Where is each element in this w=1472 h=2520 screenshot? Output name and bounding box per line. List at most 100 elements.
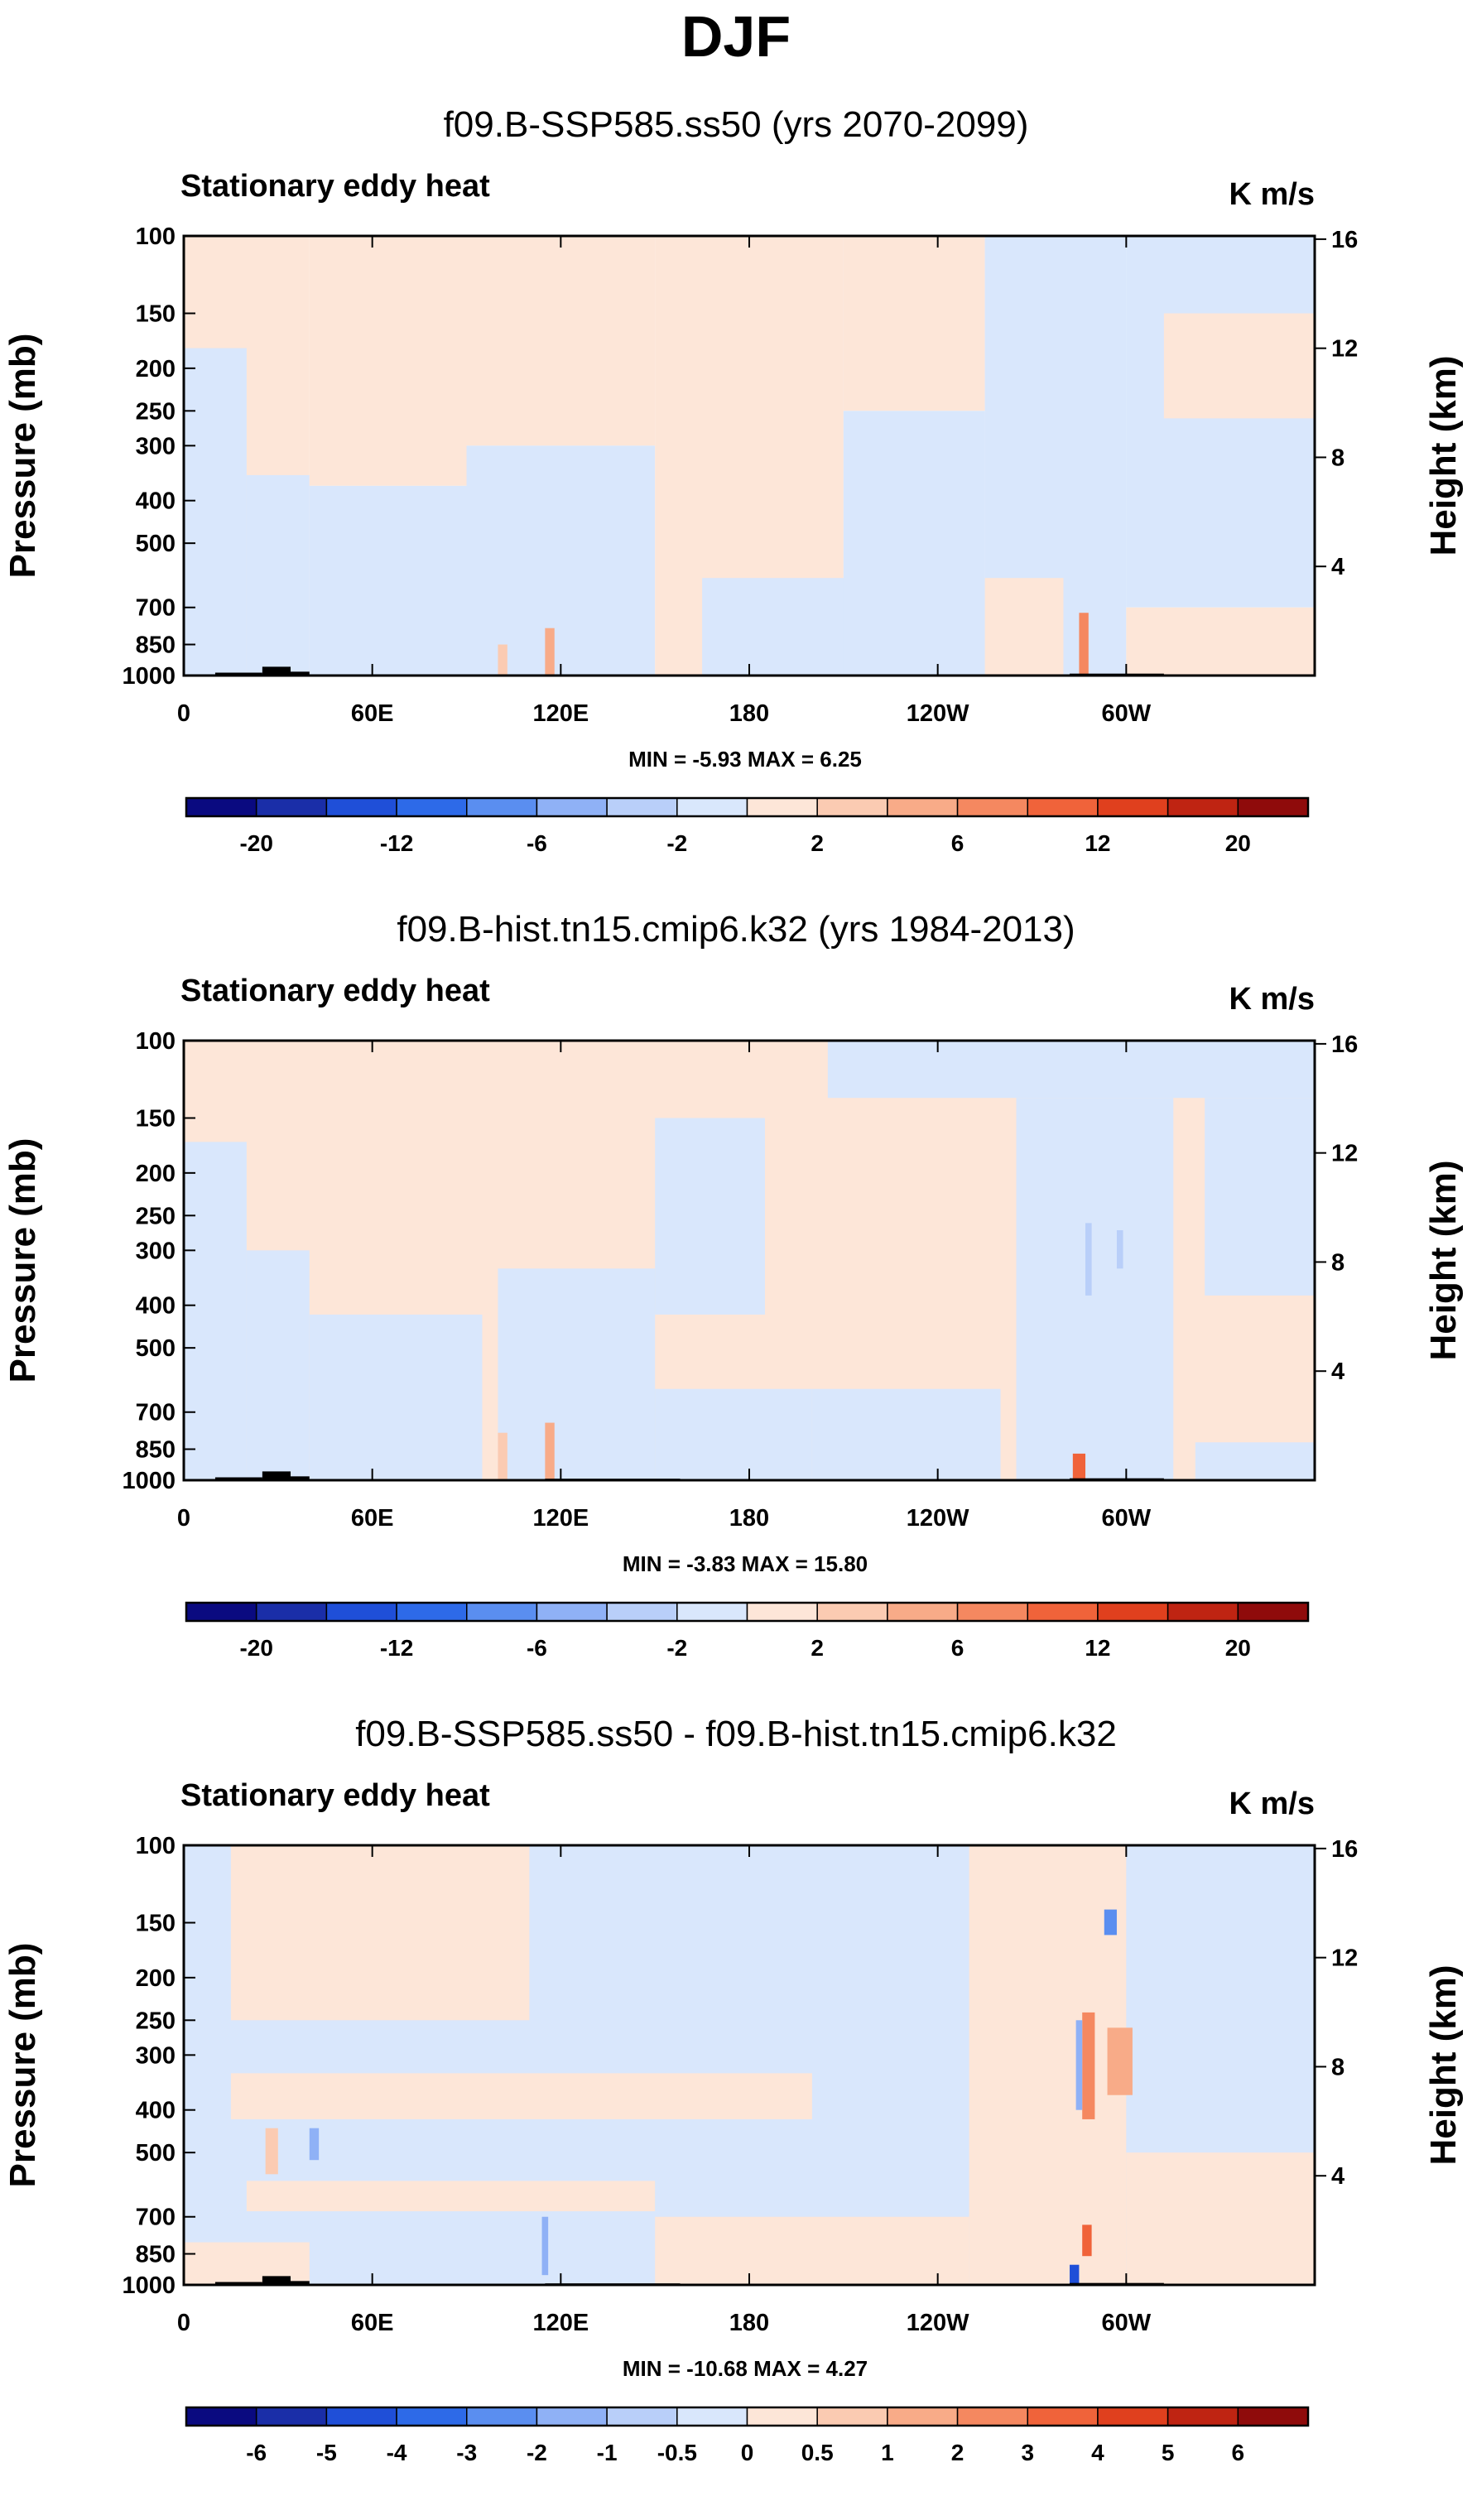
y-tick-label: 400: [136, 1293, 176, 1320]
y-tick-label: 100: [136, 1833, 176, 1859]
colorbar-box: [536, 797, 608, 817]
field-region: [246, 1250, 310, 1480]
y-right-tick-label: 12: [1331, 1945, 1358, 1972]
field-region: [309, 485, 467, 676]
y-axis-title: Pressure (mb): [2, 1138, 43, 1383]
colorbar-box: [325, 1602, 397, 1622]
colorbar-box: [676, 2407, 748, 2426]
units-label: K m/s: [1229, 982, 1315, 1017]
panel-title: f09.B-SSP585.ss50 (yrs 2070-2099): [444, 104, 1029, 145]
y-axis-title: Pressure (mb): [2, 1943, 43, 2188]
x-tick-label: 120W: [907, 2310, 969, 2336]
field-region: [655, 1118, 765, 1315]
left-string: Stationary eddy heat: [180, 1778, 490, 1813]
field-region: [1075, 2020, 1083, 2110]
y-tick-label: 700: [136, 2205, 176, 2231]
colorbar-box: [185, 797, 257, 817]
y-tick-label: 100: [136, 224, 176, 250]
field-region: [230, 1845, 530, 2021]
x-tick-label: 0: [177, 700, 190, 727]
field-region: [498, 644, 508, 676]
colorbar-box: [536, 2407, 608, 2426]
field-region: [702, 578, 859, 676]
field-region: [1126, 607, 1315, 676]
y-right-axis-title: Height (km): [1423, 1965, 1464, 2166]
field-region: [655, 1388, 812, 1480]
field-region: [466, 236, 656, 446]
field-region: [1205, 1098, 1315, 1296]
colorbar-box: [1167, 797, 1239, 817]
colorbar-box: [1237, 1602, 1309, 1622]
chart-panel-ssp585: f09.B-SSP585.ss50 (yrs 2070-2099) Station…: [2, 104, 1464, 856]
x-tick-label: 0: [177, 1505, 190, 1532]
colorbar-box: [1237, 797, 1309, 817]
colorbar-box: [1027, 1602, 1099, 1622]
colorbar-label: 12: [1085, 1635, 1110, 1661]
field-region: [1079, 613, 1089, 676]
colorbar-box: [887, 2407, 959, 2426]
chart-panel-hist: f09.B-hist.tn15.cmip6.k32 (yrs 1984-2013…: [2, 909, 1464, 1661]
colorbar-box: [396, 797, 468, 817]
field-region: [1070, 2264, 1080, 2285]
y-tick-label: 150: [136, 301, 176, 328]
field-region: [1116, 1230, 1123, 1269]
field-region: [498, 1268, 656, 1480]
colorbar-box: [676, 797, 748, 817]
colorbar-frame: [185, 2406, 1310, 2427]
field-region: [230, 2073, 812, 2119]
figure-title: DJF: [681, 4, 791, 69]
y-tick-label: 100: [136, 1028, 176, 1055]
colorbar-box: [255, 1602, 328, 1622]
colorbar-label: -4: [387, 2440, 407, 2465]
colorbar-box: [956, 1602, 1028, 1622]
colorbar-label: -6: [527, 1635, 547, 1661]
field-region: [545, 1422, 555, 1480]
field-region: [1163, 313, 1315, 419]
field-region: [969, 1845, 1127, 2285]
colorbar-label: 0: [741, 2440, 754, 2465]
y-axis-title: Pressure (mb): [2, 334, 43, 579]
colorbar-box: [676, 1602, 748, 1622]
colorbar-box: [816, 2407, 888, 2426]
x-tick-label: 60W: [1102, 700, 1152, 727]
y-tick-label: 300: [136, 2042, 176, 2069]
y-tick-label: 400: [136, 2098, 176, 2124]
colorbar-box: [185, 1602, 257, 1622]
colorbar-box: [746, 797, 818, 817]
field-region: [545, 628, 555, 676]
y-tick-label: 500: [136, 2140, 176, 2167]
y-right-tick-label: 12: [1331, 336, 1358, 363]
field-region: [1126, 236, 1315, 608]
colorbar-box: [466, 797, 538, 817]
y-right-tick-label: 4: [1331, 2163, 1345, 2190]
colorbar-label: -5: [316, 2440, 337, 2465]
colorbar-box: [1237, 2407, 1309, 2426]
y-tick-label: 200: [136, 356, 176, 382]
colorbar-label: 5: [1162, 2440, 1175, 2465]
y-tick-label: 500: [136, 1335, 176, 1362]
y-tick-label: 400: [136, 488, 176, 515]
x-tick-label: 180: [729, 1505, 769, 1532]
field-region: [1104, 1909, 1117, 1936]
field-region: [827, 1041, 1315, 1099]
colorbar-label: -20: [239, 830, 272, 856]
panel-title: f09.B-SSP585.ss50 - f09.B-hist.tn15.cmip…: [355, 1714, 1117, 1754]
field-region: [1195, 1442, 1315, 1480]
y-tick-label: 1000: [122, 1468, 176, 1494]
panel-title: f09.B-hist.tn15.cmip6.k32 (yrs 1984-2013…: [397, 909, 1075, 950]
terrain-block: [291, 671, 310, 676]
y-right-tick-label: 4: [1331, 554, 1345, 580]
colorbar-box: [1097, 1602, 1169, 1622]
colorbar-box: [396, 2407, 468, 2426]
colorbar-box: [466, 2407, 538, 2426]
field-region: [498, 1432, 508, 1480]
y-tick-label: 500: [136, 531, 176, 557]
y-right-tick-label: 8: [1331, 2054, 1345, 2080]
colorbar-box: [816, 1602, 888, 1622]
colorbar-box: [325, 797, 397, 817]
colorbar-label: 2: [811, 830, 824, 856]
x-tick-label: 180: [729, 700, 769, 727]
colorbar-label: -2: [666, 1635, 687, 1661]
field-region: [309, 2128, 320, 2161]
y-tick-label: 700: [136, 1400, 176, 1426]
